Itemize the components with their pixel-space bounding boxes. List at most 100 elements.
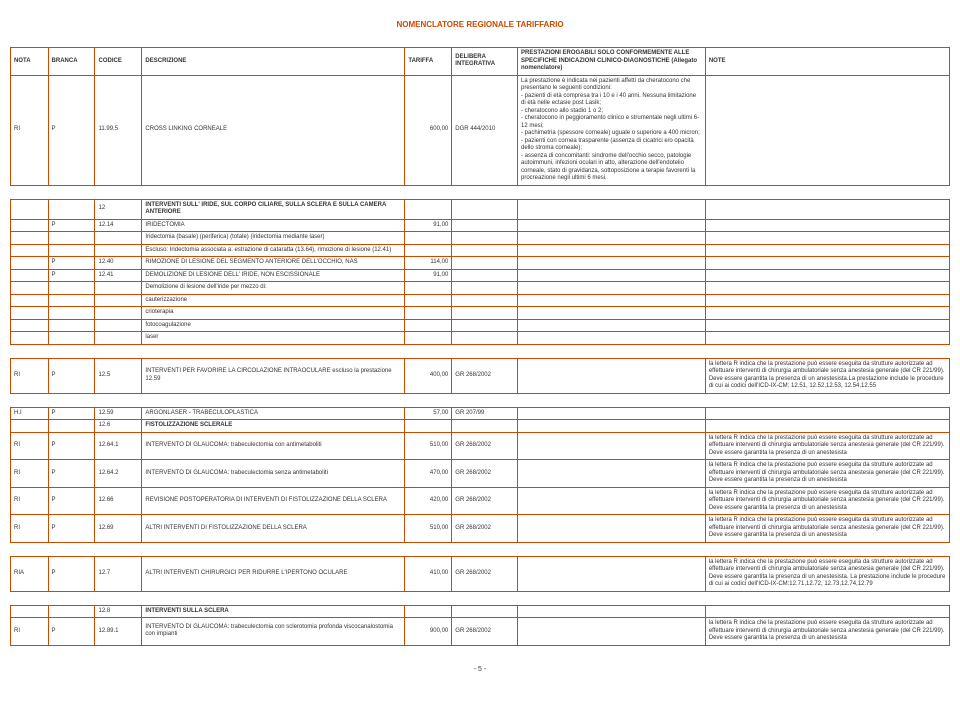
cell-descr: INTERVENTI SULL' IRIDE, SUL CORPO CILIAR… — [142, 199, 405, 219]
cell-note — [705, 75, 949, 185]
table-row: P12.14IRIDECTOMIA91,00 — [11, 219, 950, 232]
cell-note — [705, 257, 949, 270]
cell-nota: H.I — [11, 407, 49, 420]
cell-note — [705, 199, 949, 219]
header-codice: CODICE — [95, 48, 142, 76]
cell-codice — [95, 319, 142, 332]
cell-prest — [518, 219, 706, 232]
cell-codice: 12 — [95, 199, 142, 219]
table-row: fotocoagulazione — [11, 319, 950, 332]
cell-delib: GR 268/2002 — [452, 460, 518, 488]
cell-tariffa — [405, 282, 452, 295]
cell-branca: P — [48, 432, 95, 460]
cell-note: la lettera R indica che la prestazione p… — [705, 515, 949, 543]
table-row: laser — [11, 332, 950, 345]
cell-prest — [518, 232, 706, 245]
cell-nota — [11, 232, 49, 245]
cell-prest — [518, 432, 706, 460]
cell-note: la lettera R indica che la prestazione p… — [705, 618, 949, 646]
cell-descr: DEMOLIZIONE DI LESIONE DELL' IRIDE, NON … — [142, 269, 405, 282]
cell-descr: ALTRI INTERVENTI DI FISTOLIZZAZIONE DELL… — [142, 515, 405, 543]
cell-delib: GR 268/2002 — [452, 487, 518, 515]
cell-tariffa — [405, 420, 452, 433]
cell-nota — [11, 319, 49, 332]
cell-prest — [518, 269, 706, 282]
cell-delib — [452, 244, 518, 257]
cell-note — [705, 244, 949, 257]
cell-tariffa: 470,00 — [405, 460, 452, 488]
cell-branca — [48, 232, 95, 245]
table-row: P12.41DEMOLIZIONE DI LESIONE DELL' IRIDE… — [11, 269, 950, 282]
cell-prest — [518, 618, 706, 646]
cell-branca — [48, 420, 95, 433]
spacer-cell — [11, 344, 950, 358]
cell-tariffa: 410,00 — [405, 556, 452, 591]
cell-tariffa: 420,00 — [405, 487, 452, 515]
cell-prest — [518, 420, 706, 433]
table-row: crioterapia — [11, 307, 950, 320]
cell-delib: GR 268/2002 — [452, 515, 518, 543]
cell-note: la lettera R indica che la prestazione p… — [705, 358, 949, 393]
cell-tariffa — [405, 244, 452, 257]
cell-codice: 12.40 — [95, 257, 142, 270]
cell-delib — [452, 269, 518, 282]
cell-delib: GR 268/2002 — [452, 556, 518, 591]
header-tariffa: TARIFFA — [405, 48, 452, 76]
cell-descr: ALTRI INTERVENTI CHIRURGICI PER RIDURRE … — [142, 556, 405, 591]
cell-branca — [48, 332, 95, 345]
cell-branca — [48, 319, 95, 332]
cell-note: la lettera R indica che la prestazione p… — [705, 556, 949, 591]
tariff-table: NOTA BRANCA CODICE DESCRIZIONE TARIFFA D… — [10, 47, 950, 646]
table-row: Demolizione di lesione dell'iride per me… — [11, 282, 950, 295]
cell-codice: 12.59 — [95, 407, 142, 420]
header-branca: BRANCA — [48, 48, 95, 76]
cell-branca: P — [48, 269, 95, 282]
cell-delib — [452, 332, 518, 345]
cell-prest — [518, 282, 706, 295]
cell-nota — [11, 307, 49, 320]
cell-delib: GR 207/99 — [452, 407, 518, 420]
table-row: RIP12.64.2INTERVENTO DI GLAUCOMA: trabec… — [11, 460, 950, 488]
header-nota: NOTA — [11, 48, 49, 76]
cell-prest — [518, 319, 706, 332]
cell-prest: La prestazione è indicata nei pazienti a… — [518, 75, 706, 185]
cell-prest — [518, 257, 706, 270]
cell-descr: REVISIONE POSTOPERATORIA DI INTERVENTI D… — [142, 487, 405, 515]
cell-branca — [48, 282, 95, 295]
cell-prest — [518, 556, 706, 591]
page-number: - 5 - — [10, 666, 950, 673]
cell-branca — [48, 199, 95, 219]
cell-delib — [452, 232, 518, 245]
cell-codice: 12.14 — [95, 219, 142, 232]
cell-note — [705, 319, 949, 332]
cell-prest — [518, 515, 706, 543]
cell-nota: RI — [11, 460, 49, 488]
cell-nota — [11, 282, 49, 295]
table-row — [11, 591, 950, 605]
cell-descr: IRIDECTOMIA — [142, 219, 405, 232]
cell-note: la lettera R indica che la prestazione p… — [705, 460, 949, 488]
cell-note — [705, 332, 949, 345]
cell-note: la lettera R indica che la prestazione p… — [705, 487, 949, 515]
cell-codice — [95, 307, 142, 320]
cell-descr: laser — [142, 332, 405, 345]
cell-branca: P — [48, 515, 95, 543]
table-row: P12.40RIMOZIONE DI LESIONE DEL SEGMENTO … — [11, 257, 950, 270]
cell-descr: Escluso: Iridectomia associata a: estraz… — [142, 244, 405, 257]
cell-delib — [452, 605, 518, 618]
cell-note — [705, 420, 949, 433]
cell-tariffa — [405, 605, 452, 618]
cell-nota: RI — [11, 487, 49, 515]
cell-tariffa: 510,00 — [405, 432, 452, 460]
cell-descr: INTERVENTI SULLA SCLERA — [142, 605, 405, 618]
cell-prest — [518, 358, 706, 393]
table-row: 12INTERVENTI SULL' IRIDE, SUL CORPO CILI… — [11, 199, 950, 219]
cell-codice: 11.99.5 — [95, 75, 142, 185]
cell-prest — [518, 307, 706, 320]
table-row: 12.6FISTOLIZZAZIONE SCLERALE — [11, 420, 950, 433]
cell-descr: FISTOLIZZAZIONE SCLERALE — [142, 420, 405, 433]
table-body: RIP11.99.5CROSS LINKING CORNEALE600,00DG… — [11, 75, 950, 645]
cell-nota — [11, 199, 49, 219]
cell-descr: RIMOZIONE DI LESIONE DEL SEGMENTO ANTERI… — [142, 257, 405, 270]
cell-branca — [48, 307, 95, 320]
